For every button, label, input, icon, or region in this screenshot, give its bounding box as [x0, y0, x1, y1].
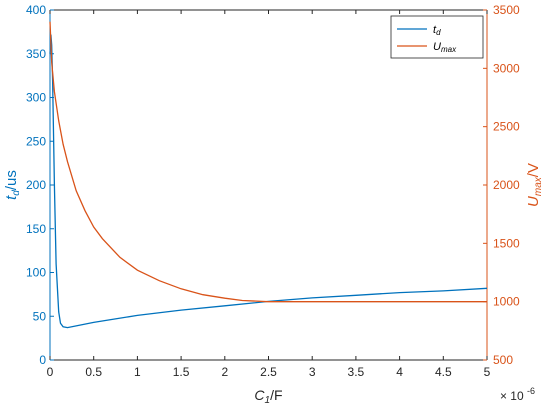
- y-left-tick-label: 150: [26, 222, 46, 236]
- x-exponent-label: × 10 -6: [500, 386, 535, 403]
- x-tick-label: 3: [309, 365, 316, 379]
- y-left-tick-label: 50: [33, 309, 47, 323]
- x-tick-label: 1: [134, 365, 141, 379]
- x-tick-label: 2.5: [260, 365, 277, 379]
- y-right-tick-label: 3500: [493, 3, 520, 17]
- y-right-axis-title: Umax/V: [525, 163, 544, 207]
- legend-label: td: [433, 24, 441, 37]
- y-right-tick-label: 500: [493, 353, 513, 367]
- y-left-tick-label: 300: [26, 91, 46, 105]
- x-axis-title: C1/F: [254, 387, 282, 406]
- y-left-axis-title: td/us: [3, 170, 22, 200]
- x-tick-label: 3.5: [348, 365, 365, 379]
- y-left-tick-label: 0: [39, 353, 46, 367]
- y-left-tick-label: 200: [26, 178, 46, 192]
- legend: td Umax: [390, 15, 484, 59]
- plot-area: [49, 21, 488, 329]
- x-tick-label: 5: [484, 365, 491, 379]
- series-line-td: [49, 34, 488, 329]
- axes-group: 0 0.5 1 1.5 2 2.5 3 3.5 4 4.5 50501001502002503003…: [3, 3, 544, 406]
- y-right-tick-label: 1500: [493, 236, 520, 250]
- y-left-tick-label: 250: [26, 134, 46, 148]
- legend-label: Umax: [433, 41, 457, 54]
- y-right-tick-label: 2500: [493, 120, 520, 134]
- y-right-tick-label: 1000: [493, 295, 520, 309]
- x-tick-label: 4.5: [435, 365, 452, 379]
- x-tick-label: 0.5: [85, 365, 102, 379]
- x-tick-label: 4: [396, 365, 403, 379]
- y-right-tick-label: 3000: [493, 61, 520, 75]
- x-tick-label: 0: [47, 365, 54, 379]
- x-tick-label: 1.5: [173, 365, 190, 379]
- y-left-tick-label: 350: [26, 47, 46, 61]
- y-left-tick-label: 400: [26, 3, 46, 17]
- y-left-tick-label: 100: [26, 266, 46, 280]
- legend-box: [390, 15, 484, 59]
- y-right-tick-label: 2000: [493, 178, 520, 192]
- series-line-Umax: [49, 21, 487, 303]
- x-tick-label: 2: [221, 365, 228, 379]
